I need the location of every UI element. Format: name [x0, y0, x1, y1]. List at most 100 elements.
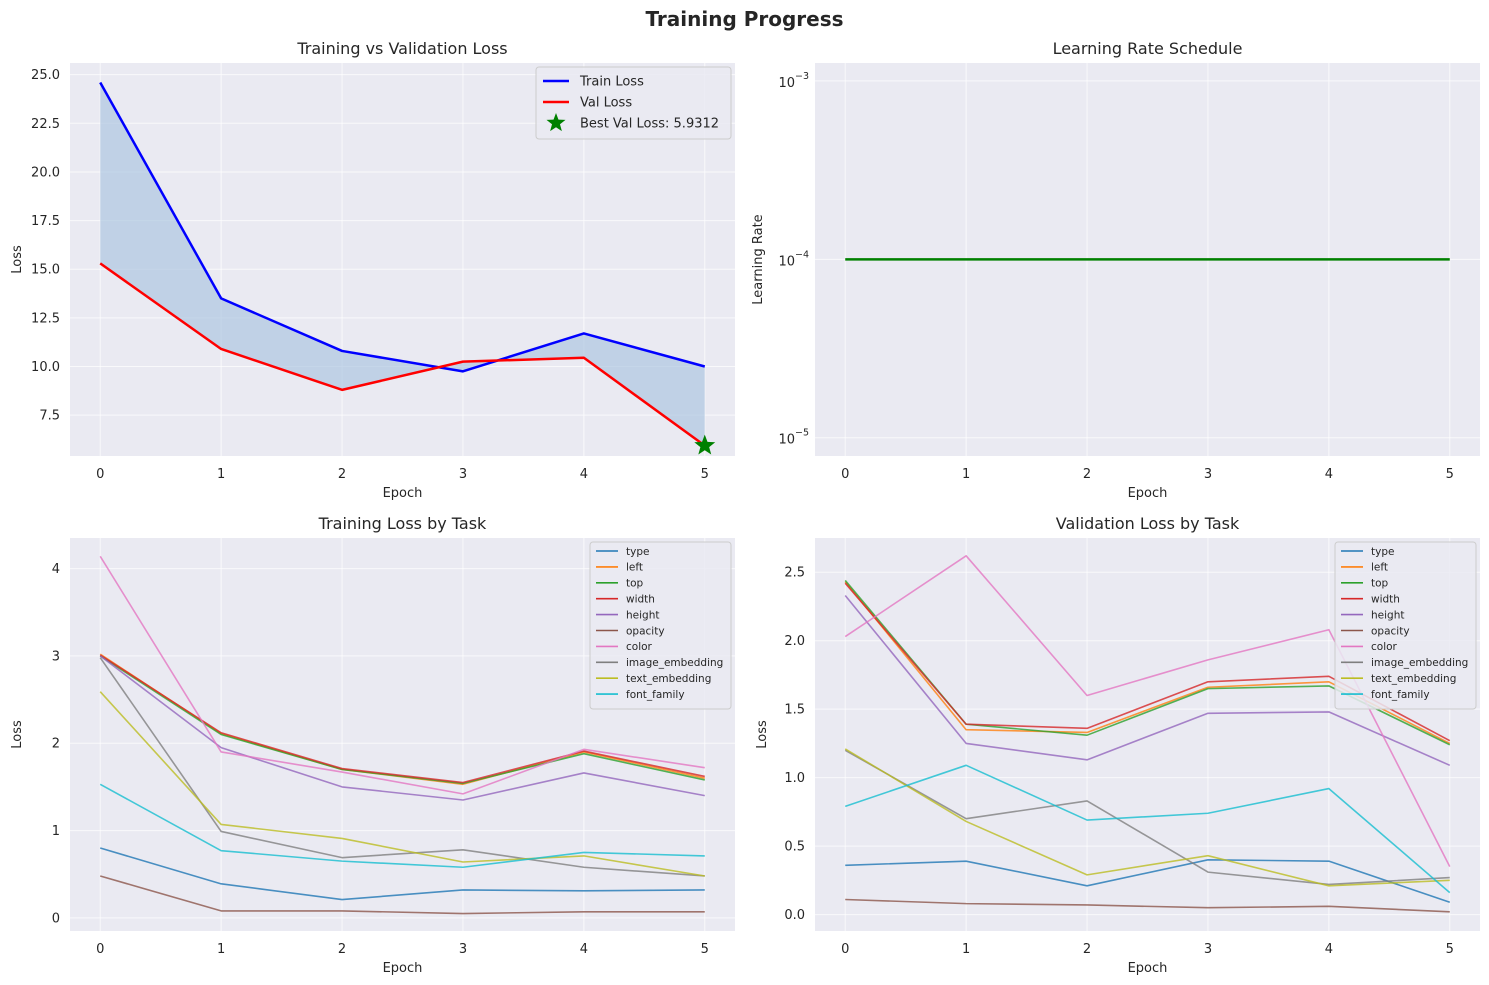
chart-training-loss-by-task: 0 1 2 3 4 5 0 1 2 3 4 Training Loss by Task Epoch Los…	[10, 514, 735, 976]
figure-title: Training Progress	[645, 7, 843, 31]
loss-gap-fill	[100, 82, 705, 446]
y-tick-label: 2.5	[784, 566, 805, 581]
series-line-type	[845, 858, 1451, 904]
y-tick-label: 12.5	[31, 311, 60, 326]
chart-validation-loss-by-task: 0 1 2 3 4 5 0.0 0.5 1.0 1.5 2.0 2.5 Validation Loss …	[755, 514, 1480, 976]
series-line-height	[99, 655, 705, 801]
series-line-font-family	[844, 764, 1451, 894]
series-line-height	[844, 595, 1451, 767]
series-line-opacity	[845, 898, 1450, 913]
chart-title: Learning Rate Schedule	[1053, 39, 1243, 58]
x-tick-label: 2	[338, 467, 346, 482]
legend-left: left	[626, 562, 643, 574]
legend-box	[589, 541, 732, 710]
legend-font-family: font_family	[626, 689, 685, 701]
y-tick-label: 1	[52, 824, 60, 839]
series-line-val-loss	[99, 262, 706, 447]
chart-training-vs-validation-loss: 0 1 2 3 4 5 7.5 10.0 12.5 15.0 17.5 20.0 22.5 25.0 Tra…	[10, 39, 735, 501]
x-tick-label: 0	[96, 942, 104, 957]
y-tick-label: 10	[778, 433, 795, 448]
legend-color: color	[1371, 641, 1398, 653]
y-tick-exponent: −4	[795, 249, 809, 260]
legend-width: width	[1371, 594, 1400, 606]
y-tick-label: 0.5	[784, 840, 805, 855]
legend-opacity: opacity	[626, 625, 665, 637]
legend-type: type	[626, 546, 649, 558]
series-line-type	[100, 847, 705, 901]
y-axis-label: Loss	[10, 720, 25, 749]
y-tick-label: 3	[52, 649, 60, 664]
x-tick-label: 0	[96, 467, 104, 482]
legend-color: color	[626, 641, 653, 653]
legend-image-embedding: image_embedding	[1371, 657, 1468, 669]
y-tick-label: 2	[52, 737, 60, 752]
legend-opacity: opacity	[1371, 625, 1410, 637]
y-tick-label: 17.5	[31, 214, 60, 229]
legend-height: height	[626, 609, 659, 621]
x-tick-label: 4	[1325, 942, 1333, 957]
legend-box	[535, 66, 732, 140]
x-tick-label: 4	[1325, 467, 1333, 482]
x-tick-label: 5	[1446, 467, 1454, 482]
x-tick-label: 4	[580, 467, 588, 482]
series-line-opacity	[100, 875, 705, 915]
x-axis-label: Epoch	[1128, 961, 1168, 976]
chart-title: Training Loss by Task	[318, 514, 487, 533]
legend-best-val-loss: Best Val Loss: 5.9312	[580, 117, 719, 132]
series-line-color	[99, 555, 705, 795]
y-axis-label: Loss	[10, 245, 25, 274]
chart-title: Training vs Validation Loss	[296, 39, 507, 58]
x-tick-label: 0	[841, 942, 849, 957]
series-line-image-embedding	[844, 749, 1450, 886]
y-tick-label: 2.0	[784, 634, 805, 649]
series-line-text-embedding	[99, 691, 705, 877]
y-tick-label: 22.5	[31, 117, 60, 132]
x-tick-label: 4	[580, 942, 588, 957]
x-tick-label: 2	[1083, 467, 1091, 482]
y-tick-label: 1.5	[784, 703, 805, 718]
x-tick-label: 5	[1446, 942, 1454, 957]
series-line-text-embedding	[844, 748, 1450, 887]
chart-title: Validation Loss by Task	[1056, 514, 1240, 533]
x-tick-label: 1	[217, 467, 225, 482]
x-tick-label: 0	[841, 467, 849, 482]
legend-height: height	[1371, 609, 1404, 621]
y-tick-label: 20.0	[31, 165, 60, 180]
legend-val-loss: Val Loss	[580, 96, 632, 111]
legend-box	[1334, 541, 1477, 710]
x-axis-label: Epoch	[383, 961, 423, 976]
x-tick-label: 3	[459, 942, 467, 957]
x-tick-label: 5	[701, 467, 709, 482]
x-tick-label: 1	[962, 942, 970, 957]
y-tick-label: 0.0	[784, 908, 805, 923]
series-line-top	[99, 655, 705, 785]
legend-image-embedding: image_embedding	[626, 657, 723, 669]
legend-top: top	[1371, 578, 1389, 590]
legend-best-val-loss-swatch	[546, 113, 566, 132]
y-tick-label: 25.0	[31, 68, 60, 83]
legend-top: top	[626, 578, 644, 590]
x-tick-label: 2	[1083, 942, 1091, 957]
y-tick-label: 4	[52, 562, 60, 577]
x-tick-label: 2	[338, 942, 346, 957]
x-tick-label: 1	[962, 467, 970, 482]
y-tick-label: 0	[52, 911, 60, 926]
legend-train-loss: Train Loss	[579, 75, 644, 90]
y-tick-label: 10	[778, 76, 795, 91]
y-tick-label: 7.5	[39, 409, 60, 424]
series-line-font-family	[99, 783, 705, 869]
x-axis-label: Epoch	[383, 486, 423, 501]
x-tick-label: 3	[459, 467, 467, 482]
best-val-loss-star	[694, 434, 716, 455]
y-axis-label: Learning Rate	[751, 214, 766, 304]
y-tick-exponent: −3	[795, 71, 809, 82]
legend-type: type	[1371, 546, 1394, 558]
x-axis-label: Epoch	[1128, 486, 1168, 501]
x-tick-label: 3	[1204, 942, 1212, 957]
y-tick-label: 10	[778, 254, 795, 269]
y-tick-exponent: −5	[795, 428, 809, 439]
x-tick-label: 1	[217, 942, 225, 957]
legend-font-family: font_family	[1371, 689, 1430, 701]
